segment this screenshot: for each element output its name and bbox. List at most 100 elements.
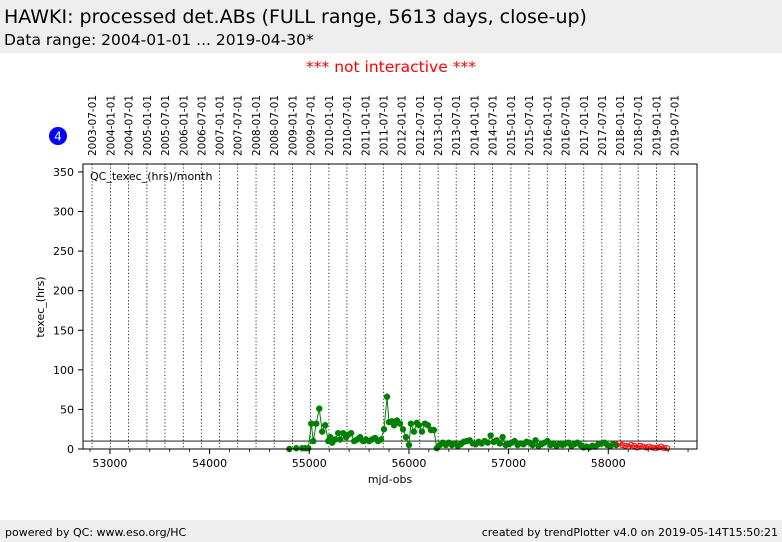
date-tick-label: 2008-07-01 — [269, 95, 281, 156]
header-bar: HAWKI: processed det.ABs (FULL range, 56… — [0, 0, 782, 53]
footer-bar: powered by QC: www.eso.org/HC created by… — [0, 520, 782, 542]
x-tick-label: 57000 — [491, 457, 526, 470]
date-tick-label: 2016-01-01 — [542, 95, 554, 156]
date-tick-label: 2019-07-01 — [670, 95, 682, 156]
x-tick-label: 56000 — [391, 457, 426, 470]
date-tick-label: 2010-07-01 — [342, 95, 354, 156]
date-tick-label: 2006-01-01 — [178, 95, 190, 156]
date-tick-label: 2017-01-01 — [579, 95, 591, 156]
date-tick-label: 2004-07-01 — [124, 95, 136, 156]
vertical-gridlines — [91, 164, 675, 449]
date-tick-label: 2010-01-01 — [324, 95, 336, 156]
date-tick-label: 2004-01-01 — [105, 95, 117, 156]
data-point — [390, 422, 398, 429]
data-point — [424, 422, 432, 429]
data-point — [496, 440, 503, 447]
data-point — [529, 441, 536, 449]
y-tick-label: 350 — [53, 166, 74, 179]
plot-number-label: 4 — [54, 130, 62, 144]
y-tick-label: 250 — [53, 245, 74, 258]
data-point — [334, 429, 342, 437]
data-point — [316, 405, 323, 412]
data-point — [405, 441, 413, 449]
data-point — [418, 428, 426, 435]
data-point — [402, 433, 410, 441]
date-tick-label: 2015-07-01 — [524, 95, 536, 156]
date-tick-label: 2014-07-01 — [488, 95, 500, 156]
x-axis-label: mjd-obs — [368, 473, 413, 486]
date-tick-label: 2011-07-01 — [378, 95, 390, 156]
date-tick-label: 2007-07-01 — [233, 95, 245, 156]
data-point — [637, 442, 644, 449]
data-point — [649, 444, 656, 451]
date-tick-label: 2006-07-01 — [196, 95, 208, 156]
data-point — [622, 442, 629, 449]
data-point — [377, 436, 385, 443]
data-point — [643, 444, 650, 451]
date-tick-label: 2013-01-01 — [433, 95, 445, 156]
not-interactive-notice: *** not interactive *** — [306, 58, 476, 76]
series-layer — [286, 393, 671, 453]
date-tick-label: 2012-07-01 — [415, 95, 427, 156]
data-point — [322, 422, 329, 429]
plot-annotation: QC_texec_(hrs)/month — [90, 170, 212, 183]
date-tick-label: 2015-01-01 — [506, 95, 518, 156]
data-point — [305, 445, 312, 452]
y-tick-label: 0 — [67, 443, 74, 456]
data-point — [484, 439, 491, 446]
date-tick-label: 2009-01-01 — [288, 95, 300, 156]
data-point — [616, 440, 623, 447]
trend-chart: 4 2003-07-01 2004-01-01 2004-07-01 2005-01-… — [34, 95, 698, 486]
date-tick-label: 2012-01-01 — [397, 95, 409, 156]
data-point — [407, 420, 415, 427]
date-tick-label: 2009-07-01 — [306, 95, 318, 156]
data-point — [499, 433, 506, 441]
date-tick-label: 2005-01-01 — [142, 95, 154, 156]
y-tick-label: 100 — [53, 364, 74, 377]
data-point — [399, 426, 407, 433]
date-tick-label: 2013-07-01 — [451, 95, 463, 156]
date-tick-label: 2017-07-01 — [597, 95, 609, 156]
data-point — [336, 436, 344, 443]
y-tick-label: 50 — [60, 403, 74, 416]
data-point — [347, 429, 355, 437]
data-point — [380, 426, 388, 433]
data-point — [655, 444, 662, 451]
data-point — [410, 428, 418, 435]
date-tick-label: 2005-07-01 — [160, 95, 172, 156]
page-title: HAWKI: processed det.ABs (FULL range, 56… — [4, 6, 587, 28]
x-tick-label: 58000 — [591, 457, 626, 470]
footer-powered-by: powered by QC: www.eso.org/HC — [5, 526, 187, 539]
data-point — [383, 393, 391, 400]
data-point — [661, 445, 668, 452]
plot-frame — [82, 163, 698, 450]
footer-created-by: created by trendPlotter v4.0 on 2019-05-… — [481, 526, 778, 539]
data-point — [310, 437, 317, 445]
data-point — [293, 445, 300, 452]
data-point — [430, 426, 438, 434]
x-tick-label: 55000 — [292, 457, 327, 470]
x-tick-label: 53000 — [92, 457, 127, 470]
y-tick-label: 300 — [53, 206, 74, 219]
data-point — [628, 441, 635, 449]
date-tick-label: 2018-01-01 — [615, 95, 627, 156]
data-point — [619, 441, 626, 449]
data-point — [663, 445, 671, 452]
date-tick-label: 2008-01-01 — [251, 95, 263, 156]
data-point — [415, 422, 423, 429]
badge-group: 4 — [49, 127, 67, 145]
axes: 53000 54000 55000 56000 57000 58000 0 50 100 150 2… — [53, 163, 698, 470]
data-point — [396, 420, 404, 427]
x-tick-label: 54000 — [192, 457, 227, 470]
date-tick-label: 2003-07-01 — [87, 95, 99, 156]
data-point — [331, 436, 339, 443]
data-point — [532, 437, 539, 444]
data-point — [319, 428, 326, 435]
date-tick-label: 2007-01-01 — [215, 95, 227, 156]
data-point — [487, 432, 494, 439]
y-tick-label: 150 — [53, 324, 74, 337]
y-tick-label: 200 — [53, 285, 74, 298]
date-ticks: 2003-07-01 2004-01-01 2004-07-01 2005-01-01… — [87, 95, 682, 156]
data-point — [634, 444, 641, 451]
data-point — [308, 420, 315, 427]
